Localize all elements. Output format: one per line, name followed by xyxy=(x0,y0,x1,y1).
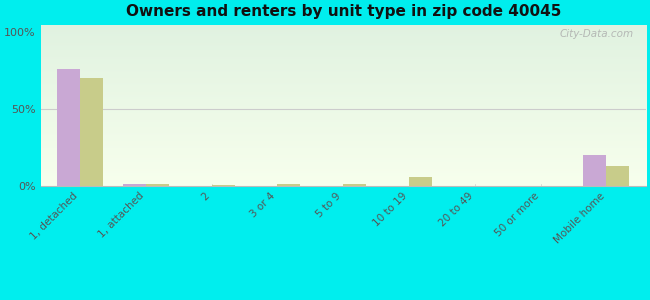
Title: Owners and renters by unit type in zip code 40045: Owners and renters by unit type in zip c… xyxy=(125,4,561,19)
Bar xyxy=(606,166,629,186)
Bar xyxy=(212,185,235,186)
Bar xyxy=(123,184,146,186)
Bar xyxy=(57,69,80,186)
Bar xyxy=(583,155,606,186)
Legend:  xyxy=(339,264,348,274)
Bar xyxy=(278,184,300,186)
Bar xyxy=(146,184,169,186)
Bar xyxy=(80,78,103,186)
Bar xyxy=(409,177,432,186)
Bar xyxy=(343,184,366,186)
Text: City-Data.com: City-Data.com xyxy=(560,29,634,39)
